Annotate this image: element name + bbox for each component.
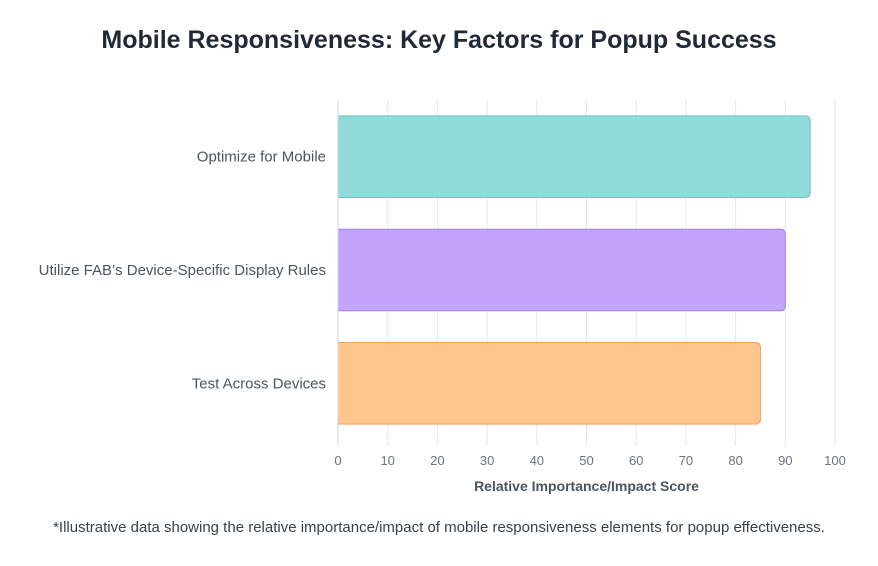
bar-2	[337, 228, 786, 312]
x-tick-label-20: 20	[430, 453, 444, 468]
x-tick-label-90: 90	[778, 453, 792, 468]
x-tick-label-0: 0	[334, 453, 341, 468]
bar-1	[337, 115, 811, 198]
x-tick-label-70: 70	[679, 453, 693, 468]
x-tick-label-50: 50	[579, 453, 593, 468]
x-tick-label-60: 60	[629, 453, 643, 468]
category-label-1: Optimize for Mobile	[197, 149, 326, 166]
x-tick-label-40: 40	[530, 453, 544, 468]
labels: 0 10 20 30 40 50 60 70 80 90 100 Optimize for Mobil…	[39, 149, 846, 468]
x-tick-label-100: 100	[824, 453, 846, 468]
x-axis-label: Relative Importance/Impact Score	[474, 478, 699, 494]
category-label-2: Utilize FAB’s Device-Specific Display Ru…	[39, 262, 326, 279]
footnote: *Illustrative data showing the relative …	[53, 519, 825, 536]
bars	[337, 115, 811, 425]
chart-title: Mobile Responsiveness: Key Factors for P…	[101, 26, 777, 54]
x-tick-label-30: 30	[480, 453, 494, 468]
category-label-3: Test Across Devices	[192, 375, 326, 392]
bar-3	[337, 342, 761, 425]
x-tick-label-10: 10	[380, 453, 394, 468]
x-tick-label-80: 80	[728, 453, 742, 468]
bar-chart: 0 10 20 30 40 50 60 70 80 90 100 Optimize for Mobil…	[39, 100, 846, 494]
